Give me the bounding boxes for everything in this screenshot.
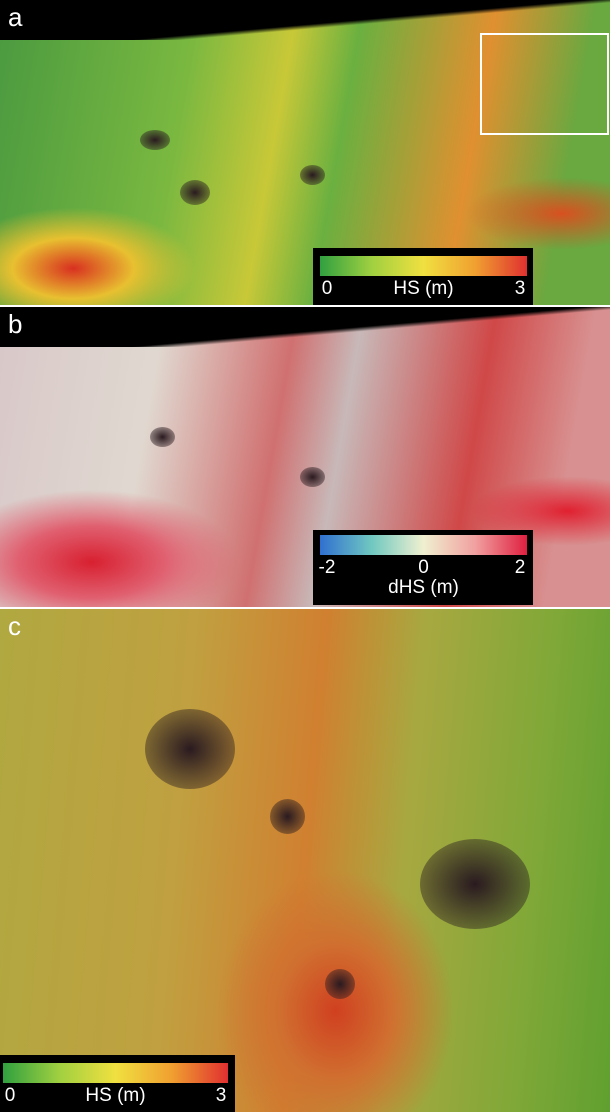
panel-a: a 0 3 HS (m): [0, 0, 610, 305]
rock: [180, 180, 210, 205]
rock: [300, 165, 325, 185]
sky: [0, 307, 610, 347]
colorbar: 0 3 HS (m): [0, 1055, 235, 1112]
panel-label: c: [8, 611, 21, 642]
colorbar: -2 0 2 dHS (m): [313, 530, 533, 605]
colorbar: 0 3 HS (m): [313, 248, 533, 305]
rock: [300, 467, 325, 487]
rock: [270, 799, 305, 834]
panel-c: c 0 3 HS (m): [0, 609, 610, 1112]
colorbar-gradient: [320, 535, 527, 555]
rock: [420, 839, 530, 929]
colorbar-tick-label: 0: [322, 278, 333, 300]
panel-label: a: [8, 2, 22, 33]
colorbar-tick-label: 3: [216, 1085, 227, 1107]
colorbar-label: HS (m): [85, 1085, 145, 1107]
rock: [325, 969, 355, 999]
colorbar-tick-label: 0: [418, 557, 429, 579]
colorbar-tick-label: 2: [515, 557, 526, 579]
colorbar-gradient: [3, 1063, 228, 1083]
colorbar-gradient: [320, 256, 527, 276]
rock: [150, 427, 175, 447]
colorbar-tick-label: 0: [5, 1085, 16, 1107]
rock: [140, 130, 170, 150]
colorbar-label: dHS (m): [388, 577, 459, 599]
colorbar-label: HS (m): [393, 278, 453, 300]
figure: a 03HS (m) b -202dHS (m) c 03HS (m) (() …: [0, 0, 610, 1112]
colorbar-tick-label: 3: [515, 278, 526, 300]
inset-box: [480, 33, 609, 135]
rock: [145, 709, 235, 789]
colorbar-tick-label: -2: [319, 557, 336, 579]
panel-label: b: [8, 309, 22, 340]
panel-b: b -2 0 2 dHS (m): [0, 307, 610, 607]
